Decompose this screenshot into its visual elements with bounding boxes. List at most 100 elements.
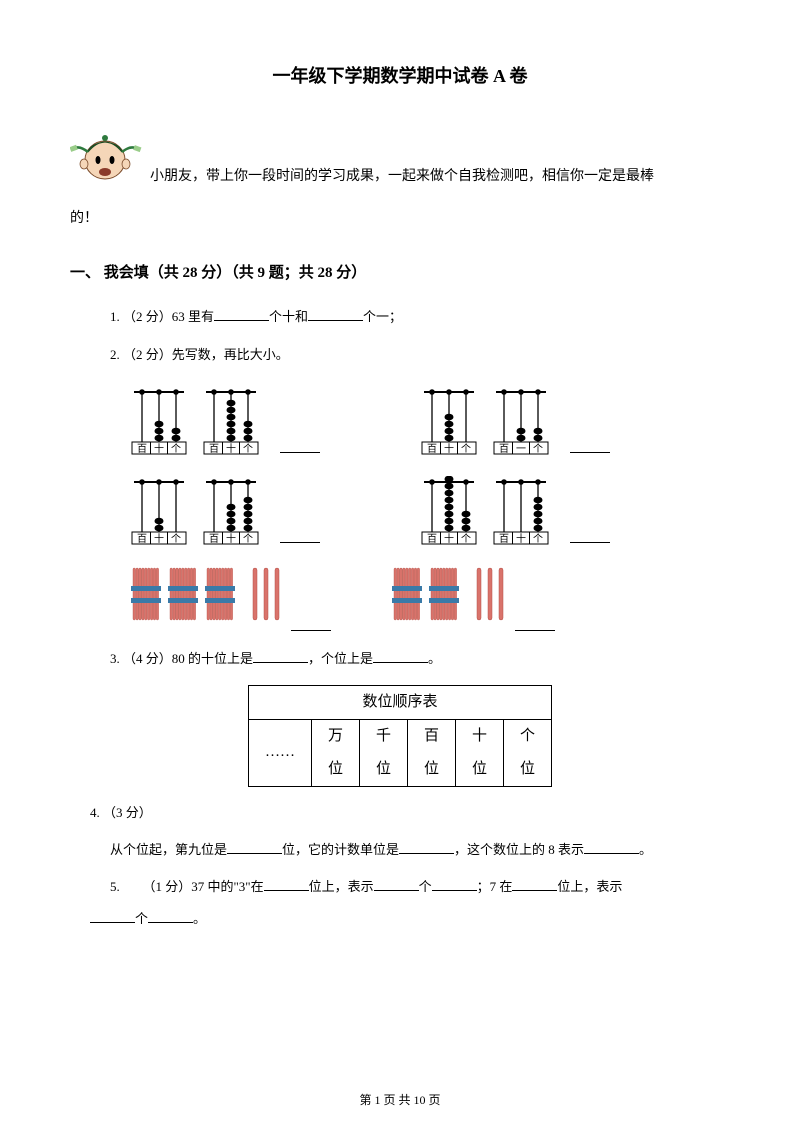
blank[interactable] <box>432 877 477 891</box>
page-footer: 第 1 页 共 10 页 <box>0 1090 800 1112</box>
question-4: 从个位起，第九位是 位，它的计数单位是 ，这个数位上的 8 表示 。 <box>110 838 730 861</box>
blank[interactable] <box>515 619 555 631</box>
svg-text:百: 百 <box>427 533 437 545</box>
svg-text:十: 十 <box>226 532 236 545</box>
abacus-row-2: 百十个 百十个 百十个 百十个 <box>130 476 730 546</box>
q3-suffix: 。 <box>428 651 441 666</box>
blank[interactable] <box>90 909 135 923</box>
abacus: 百一个 <box>492 386 550 456</box>
stick-single <box>263 564 269 633</box>
table-ellipsis: …… <box>248 719 311 786</box>
blank[interactable] <box>373 649 428 663</box>
blank[interactable] <box>227 840 282 854</box>
stick-single <box>252 564 258 633</box>
svg-text:个: 个 <box>171 443 181 455</box>
q5-mid3: ；7 在 <box>477 879 513 894</box>
q4-suffix: 。 <box>639 842 652 857</box>
svg-text:十: 十 <box>154 442 164 455</box>
table-cell: 位 <box>359 753 407 787</box>
svg-text:个: 个 <box>461 443 471 455</box>
page-title: 一年级下学期数学期中试卷 A 卷 <box>70 60 730 92</box>
stick-single <box>498 564 504 633</box>
blank[interactable] <box>570 531 610 543</box>
q3-mid: ，个位上是 <box>308 651 373 666</box>
blank[interactable] <box>253 649 308 663</box>
blank[interactable] <box>584 840 639 854</box>
stick-single <box>274 564 280 633</box>
abacus: 百十个 <box>130 476 188 546</box>
svg-text:百: 百 <box>209 533 219 545</box>
svg-text:十: 十 <box>444 442 454 455</box>
svg-text:百: 百 <box>427 443 437 455</box>
table-cell: 位 <box>311 753 359 787</box>
question-2: 2. （2 分）先写数，再比大小。 <box>110 343 730 366</box>
intro-row: 小朋友，带上你一段时间的学习成果，一起来做个自我检测吧，相信你一定是最棒 <box>70 122 730 192</box>
q5-l2-mid: 个 <box>135 911 148 926</box>
svg-text:十: 十 <box>226 442 236 455</box>
table-cell: 个 <box>504 719 552 753</box>
blank[interactable] <box>399 840 454 854</box>
abacus-pair: 百十个 百十个 <box>420 476 610 546</box>
svg-text:个: 个 <box>171 533 181 545</box>
blank[interactable] <box>291 619 331 631</box>
stick-single <box>487 564 493 633</box>
stick-bundle <box>204 564 236 633</box>
cartoon-icon <box>70 122 150 192</box>
intro-text-2: 的！ <box>70 204 730 235</box>
sticks-group <box>130 564 331 633</box>
abacus: 百十个 <box>420 386 478 456</box>
q4-mid1: 位，它的计数单位是 <box>282 842 399 857</box>
intro-text-1: 小朋友，带上你一段时间的学习成果，一起来做个自我检测吧，相信你一定是最棒 <box>150 162 654 193</box>
abacus: 百十个 <box>202 476 260 546</box>
blank[interactable] <box>512 877 557 891</box>
blank[interactable] <box>214 307 269 321</box>
section-1-header: 一、 我会填（共 28 分）（共 9 题；共 28 分） <box>70 260 730 287</box>
abacus-row-1: 百十个 百十个 百十个 百一个 <box>130 386 730 456</box>
q4-prefix: 从个位起，第九位是 <box>110 842 227 857</box>
svg-text:个: 个 <box>461 533 471 545</box>
abacus-pair: 百十个 百十个 <box>130 386 320 456</box>
question-1: 1. （2 分）63 里有 个十和 个一； <box>110 305 730 328</box>
q5-mid2: 个 <box>419 879 432 894</box>
table-cell: 位 <box>456 753 504 787</box>
table-title: 数位顺序表 <box>248 685 551 719</box>
blank[interactable] <box>280 441 320 453</box>
stick-single <box>476 564 482 633</box>
abacus: 百十个 <box>492 476 550 546</box>
blank[interactable] <box>148 909 193 923</box>
q4-mid2: ，这个数位上的 8 表示 <box>454 842 584 857</box>
svg-text:十: 十 <box>444 532 454 545</box>
blank[interactable] <box>280 531 320 543</box>
svg-text:百: 百 <box>499 443 509 455</box>
q1-prefix: 1. （2 分）63 里有 <box>110 309 214 324</box>
sticks-row <box>130 564 730 633</box>
blank[interactable] <box>374 877 419 891</box>
q1-suffix: 个一； <box>363 309 402 324</box>
svg-text:百: 百 <box>209 443 219 455</box>
stick-bundle <box>167 564 199 633</box>
place-value-table: 数位顺序表 …… 万 千 百 十 个 位 位 位 位 位 <box>248 685 552 787</box>
svg-text:百: 百 <box>137 443 147 455</box>
sticks-group <box>391 564 555 633</box>
stick-bundle <box>130 564 162 633</box>
q1-mid: 个十和 <box>269 309 308 324</box>
svg-text:一: 一 <box>516 444 526 455</box>
svg-text:个: 个 <box>243 443 253 455</box>
blank[interactable] <box>308 307 363 321</box>
table-cell: 位 <box>504 753 552 787</box>
q3-prefix: 3. （4 分）80 的十位上是 <box>110 651 253 666</box>
blank[interactable] <box>570 441 610 453</box>
svg-text:个: 个 <box>533 533 543 545</box>
svg-text:百: 百 <box>499 533 509 545</box>
q5-mid4: 位上，表示 <box>557 879 622 894</box>
stick-bundle <box>428 564 460 633</box>
abacus-pair: 百十个 百一个 <box>420 386 610 456</box>
question-4-label: 4. （3 分） <box>90 801 730 824</box>
stick-bundle <box>391 564 423 633</box>
q5-prefix: 5. （1 分）37 中的"3"在 <box>110 879 264 894</box>
blank[interactable] <box>264 877 309 891</box>
question-5: 5. （1 分）37 中的"3"在 位上，表示 个 ；7 在 位上，表示 <box>110 875 730 898</box>
q5-mid1: 位上，表示 <box>309 879 374 894</box>
table-cell: 千 <box>359 719 407 753</box>
svg-text:百: 百 <box>137 533 147 545</box>
